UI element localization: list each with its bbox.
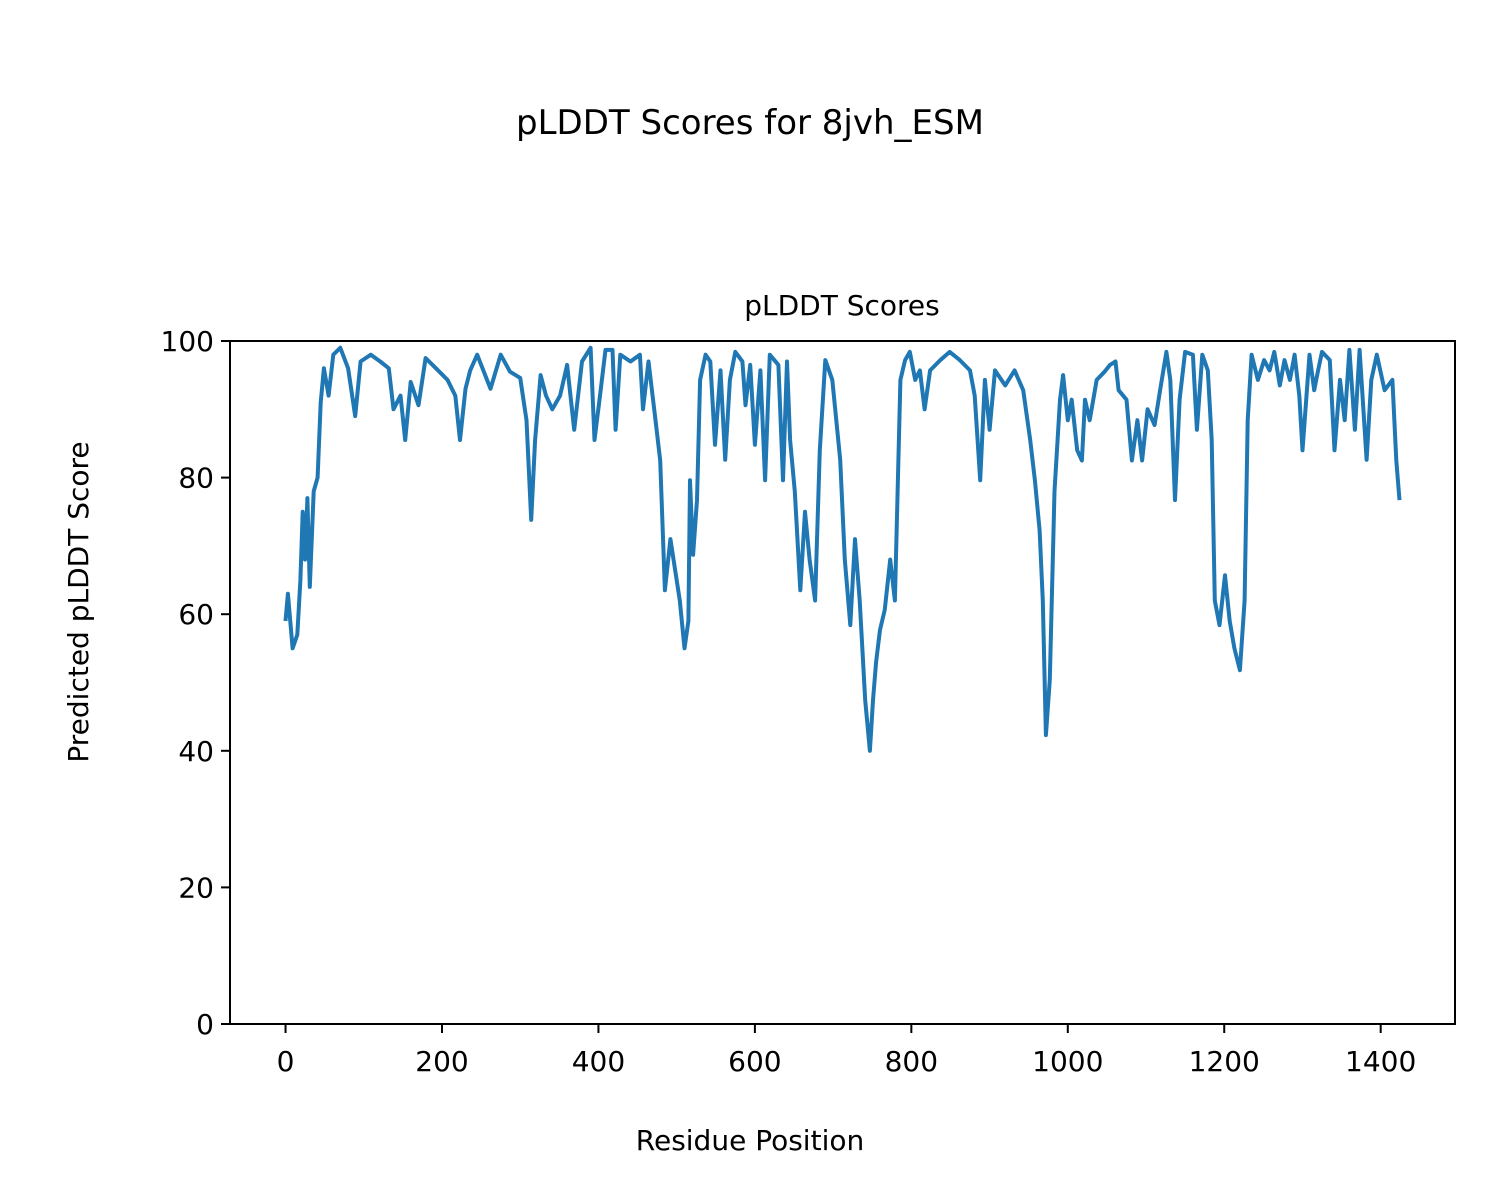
y-tick-label: 60 bbox=[178, 598, 214, 631]
y-tick-label: 100 bbox=[161, 325, 214, 358]
y-tick-label: 80 bbox=[178, 462, 214, 495]
y-axis-label: Predicted pLDDT Score bbox=[62, 441, 95, 762]
axes-title: pLDDT Scores bbox=[744, 289, 940, 322]
x-tick-label: 800 bbox=[885, 1045, 938, 1078]
y-tick-label: 40 bbox=[178, 735, 214, 768]
x-axis-label: Residue Position bbox=[636, 1124, 864, 1157]
series-line-plddt bbox=[283, 345, 1402, 753]
plot-frame bbox=[229, 340, 1456, 1025]
x-tick-label: 400 bbox=[572, 1045, 625, 1078]
figure-suptitle: pLDDT Scores for 8jvh_ESM bbox=[516, 103, 984, 143]
x-tick-label: 1400 bbox=[1345, 1045, 1416, 1078]
x-tick-label: 1000 bbox=[1032, 1045, 1103, 1078]
y-tick-label: 0 bbox=[196, 1008, 214, 1041]
x-tick-label: 0 bbox=[277, 1045, 295, 1078]
y-tick-label: 20 bbox=[178, 871, 214, 904]
x-tick-label: 600 bbox=[728, 1045, 781, 1078]
x-tick-label: 200 bbox=[415, 1045, 468, 1078]
x-tick-label: 1200 bbox=[1189, 1045, 1260, 1078]
